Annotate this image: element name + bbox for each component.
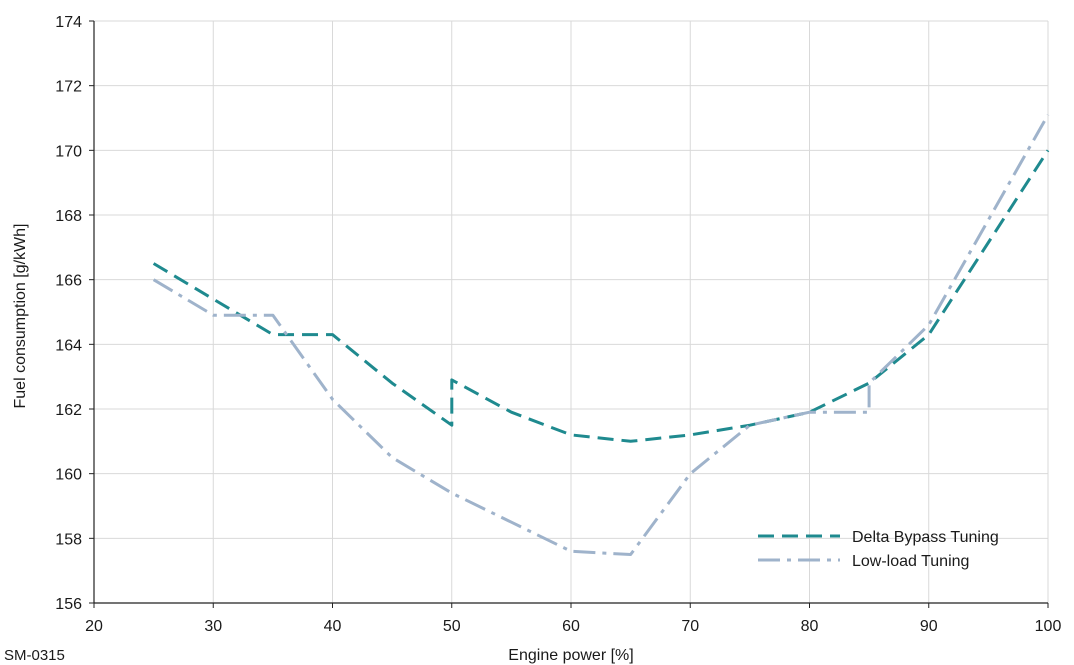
y-tick-label: 170: [55, 143, 82, 160]
y-tick-label: 168: [55, 208, 82, 225]
y-axis-title: Fuel consumption [g/kWh]: [12, 224, 29, 409]
x-tick-labels: 20 30 40 50 60 70 80 90 100: [85, 618, 1061, 635]
axes: [89, 20, 1049, 608]
x-tick-label: 30: [204, 618, 222, 635]
gridlines: [93, 20, 1049, 604]
y-tick-label: 172: [55, 79, 82, 96]
x-tick-label: 50: [443, 618, 461, 635]
legend-label: Low-load Tuning: [852, 553, 969, 570]
y-tick-labels: 156 158 160 162 164 166 168 170 172 174: [55, 14, 82, 613]
y-tick-label: 158: [55, 531, 82, 548]
legend-label: Delta Bypass Tuning: [852, 529, 999, 546]
series-lines: [152, 114, 1050, 556]
x-axis-title: Engine power [%]: [508, 647, 633, 664]
y-tick-label: 156: [55, 596, 82, 613]
x-tick-label: 60: [562, 618, 580, 635]
x-tick-label: 70: [681, 618, 699, 635]
series-line-delta-bypass-tuning: [152, 149, 1050, 443]
series-line-low-load-tuning: [152, 114, 1050, 556]
x-tick-label: 100: [1035, 618, 1062, 635]
y-tick-label: 164: [55, 337, 82, 354]
x-tick-label: 40: [324, 618, 342, 635]
x-tick-label: 20: [85, 618, 103, 635]
figure-code: SM-0315: [4, 647, 65, 664]
y-tick-label: 160: [55, 467, 82, 484]
y-tick-label: 162: [55, 402, 82, 419]
legend: Delta Bypass Tuning Low-load Tuning: [758, 529, 999, 570]
x-tick-label: 80: [801, 618, 819, 635]
y-tick-label: 166: [55, 273, 82, 290]
y-tick-label: 174: [55, 14, 82, 31]
x-tick-label: 90: [920, 618, 938, 635]
